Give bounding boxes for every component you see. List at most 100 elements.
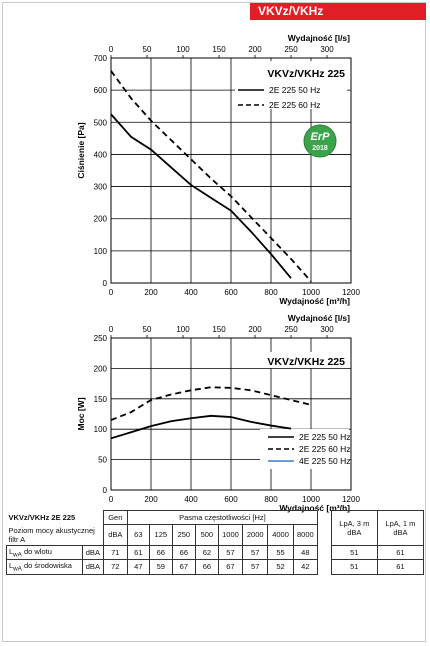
freq-cell: 8000 (292, 524, 318, 546)
x-tick-label: 200 (144, 495, 158, 504)
lpa1-header: LpA, 1 m dBA (376, 510, 425, 546)
x2-tick-label: 300 (320, 45, 334, 54)
row-label: LwA do środowiska (6, 559, 83, 575)
row-unit: dBA (82, 559, 104, 575)
y-tick-label: 200 (94, 364, 108, 373)
x2-tick-label: 0 (109, 45, 114, 54)
table-row: LwA do środowiska dBA 72 47 59 67 66 67 … (6, 559, 425, 575)
x-tick-label: 400 (184, 288, 198, 297)
y-tick-label: 300 (94, 183, 108, 192)
band-value: 42 (292, 559, 318, 575)
legend-box (235, 61, 347, 109)
x-tick-label: 1000 (302, 288, 320, 297)
gen-header: Gen (102, 510, 128, 525)
series-line (110, 414, 292, 440)
y-tick-label: 400 (94, 150, 108, 159)
band-value: 57 (242, 559, 269, 575)
band-value: 52 (267, 559, 294, 575)
x2-tick-label: 200 (248, 45, 262, 54)
x2-tick-label: 50 (143, 45, 152, 54)
y-tick-label: 50 (98, 456, 107, 465)
band-value: 66 (194, 559, 219, 575)
table-row: LwA do wlotu dBA 71 61 66 66 62 57 57 55… (6, 544, 425, 560)
band-value: 62 (194, 544, 219, 560)
band-value: 48 (292, 544, 318, 560)
x-tick-label: 800 (264, 495, 278, 504)
x2-tick-label: 250 (284, 45, 298, 54)
row-label: LwA do wlotu (6, 544, 83, 560)
y-tick-label: 200 (94, 215, 108, 224)
x-tick-label: 200 (144, 288, 158, 297)
y-tick-label: 250 (94, 334, 108, 343)
legend-label: 2E 225 50 Hz (269, 85, 321, 95)
plot-frame (110, 57, 352, 284)
acoustic-table: VKVz/VKHz 2E 225 Gen Pasma częstotliwośc… (6, 510, 425, 575)
band-value: 66 (171, 544, 196, 560)
x-tick-label: 0 (109, 288, 114, 297)
x-axis-label: Wydajność [m³/h] (279, 296, 350, 306)
row-lpa1: 61 (376, 559, 425, 575)
y-axis-label: Moc [W] (76, 397, 86, 430)
y-tick-label: 600 (94, 86, 108, 95)
x2-tick-label: 200 (248, 325, 262, 334)
band-value: 67 (217, 559, 244, 575)
row-lpa3: 51 (330, 559, 378, 575)
x-tick-label: 0 (109, 495, 114, 504)
freq-cell: 63 (126, 524, 150, 546)
band-value: 67 (171, 559, 196, 575)
y-tick-label: 100 (94, 247, 108, 256)
freq-cell: 4000 (267, 524, 294, 546)
x-tick-label: 400 (184, 495, 198, 504)
row-lpa1: 61 (376, 544, 425, 560)
freq-cell: 1000 (217, 524, 244, 546)
legend-box (260, 429, 349, 469)
freq-cell: 125 (148, 524, 173, 546)
freq-cell: 2000 (242, 524, 269, 546)
y-tick-label: 100 (94, 425, 108, 434)
x-tick-label: 1200 (342, 288, 360, 297)
erp-badge-icon (303, 124, 337, 158)
x-tick-label: 600 (224, 288, 238, 297)
x2-tick-label: 100 (176, 45, 190, 54)
band-value: 61 (126, 544, 150, 560)
band-header: Pasma częstotliwości [Hz] (126, 510, 318, 525)
series-line (110, 113, 292, 279)
legend-label: 2E 225 60 Hz (269, 100, 321, 110)
lpa3-header: LpA, 3 m dBA (330, 510, 378, 546)
legend-label: 2E 225 60 Hz (299, 444, 351, 454)
chart-title: VKVz/VKHz 225 (267, 356, 345, 368)
band-value: 59 (148, 559, 173, 575)
series-line (110, 386, 312, 421)
x2-axis-label: Wydajność [l/s] (288, 313, 350, 323)
x2-axis-label: Wydajność [l/s] (288, 33, 350, 43)
y-axis-label: Ciśnienie [Pa] (76, 122, 86, 178)
table-subtitle: Poziom mocy akustycznej filtr A (8, 525, 95, 544)
table-freq-row: Poziom mocy akustycznej filtr A dBA 63 1… (7, 524, 424, 546)
table-header-row: VKVz/VKHz 2E 225 Gen Pasma częstotliwośc… (7, 510, 425, 546)
unit-header: dBA (102, 524, 128, 546)
x-tick-label: 800 (264, 288, 278, 297)
series-line (110, 70, 312, 282)
x2-tick-label: 150 (212, 325, 226, 334)
freq-cell: 250 (171, 524, 196, 546)
row-lpa3: 51 (330, 544, 378, 560)
x2-tick-label: 250 (284, 325, 298, 334)
row-unit: dBA (82, 544, 104, 560)
erp-badge-year: 2018 (312, 145, 328, 152)
band-value: 57 (217, 544, 244, 560)
y-tick-label: 700 (94, 54, 108, 63)
band-value: 47 (126, 559, 150, 575)
x2-tick-label: 50 (143, 325, 152, 334)
chart-title: VKVz/VKHz 225 (267, 68, 345, 80)
x2-tick-label: 100 (176, 325, 190, 334)
table-title: VKVz/VKHz 2E 225 (8, 513, 76, 522)
x-tick-label: 1200 (342, 495, 360, 504)
legend-label: 2E 225 50 Hz (299, 432, 351, 442)
x-tick-label: 600 (224, 495, 238, 504)
row-gen: 71 (102, 544, 128, 560)
band-value: 55 (267, 544, 294, 560)
x-axis-label: Wydajność [m³/h] (279, 503, 350, 513)
band-value: 57 (242, 544, 269, 560)
y-tick-label: 0 (103, 486, 108, 495)
